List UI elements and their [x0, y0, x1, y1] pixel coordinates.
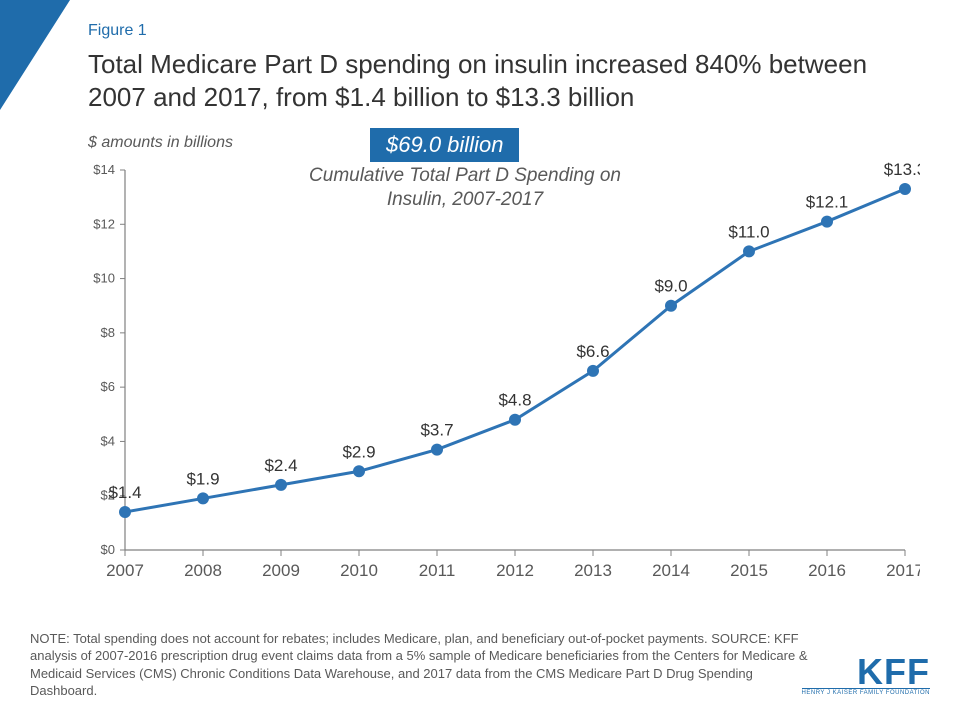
corner-accent — [0, 0, 70, 110]
svg-text:2013: 2013 — [574, 561, 612, 580]
svg-text:2017: 2017 — [886, 561, 920, 580]
svg-text:$12.1: $12.1 — [806, 193, 849, 212]
svg-text:$2.4: $2.4 — [264, 456, 297, 475]
svg-text:2011: 2011 — [419, 561, 456, 580]
logo-text: KFF — [802, 656, 930, 688]
svg-text:2008: 2008 — [184, 561, 222, 580]
svg-text:$14: $14 — [93, 162, 115, 177]
logo-subtext: HENRY J KAISER FAMILY FOUNDATION — [802, 688, 930, 696]
chart-title: Total Medicare Part D spending on insuli… — [88, 48, 920, 113]
svg-text:2016: 2016 — [808, 561, 846, 580]
svg-text:$12: $12 — [93, 216, 115, 231]
svg-text:$8: $8 — [101, 325, 115, 340]
callout-total-box: $69.0 billion — [370, 128, 519, 162]
svg-text:2012: 2012 — [496, 561, 534, 580]
svg-text:$11.0: $11.0 — [728, 222, 769, 241]
svg-text:$2.9: $2.9 — [342, 442, 375, 461]
svg-text:2010: 2010 — [340, 561, 378, 580]
svg-text:$10: $10 — [93, 271, 115, 286]
svg-text:$9.0: $9.0 — [654, 277, 687, 296]
svg-text:$13.3: $13.3 — [884, 160, 920, 179]
svg-text:2015: 2015 — [730, 561, 768, 580]
svg-text:$6.6: $6.6 — [576, 342, 609, 361]
svg-text:$6: $6 — [101, 379, 115, 394]
svg-text:$0: $0 — [101, 542, 115, 557]
svg-text:2007: 2007 — [106, 561, 144, 580]
svg-text:$1.9: $1.9 — [186, 469, 219, 488]
svg-text:$4: $4 — [101, 433, 115, 448]
line-chart: $0$2$4$6$8$10$12$14200720082009201020112… — [70, 160, 920, 600]
svg-text:$4.8: $4.8 — [498, 391, 531, 410]
axis-subtitle: $ amounts in billions — [88, 134, 233, 152]
svg-text:$1.4: $1.4 — [108, 483, 141, 502]
footnote: NOTE: Total spending does not account fo… — [30, 630, 810, 700]
svg-text:$3.7: $3.7 — [420, 421, 453, 440]
kff-logo: KFF HENRY J KAISER FAMILY FOUNDATION — [802, 656, 930, 696]
svg-text:2014: 2014 — [652, 561, 690, 580]
figure-label: Figure 1 — [88, 22, 147, 40]
svg-text:2009: 2009 — [262, 561, 300, 580]
